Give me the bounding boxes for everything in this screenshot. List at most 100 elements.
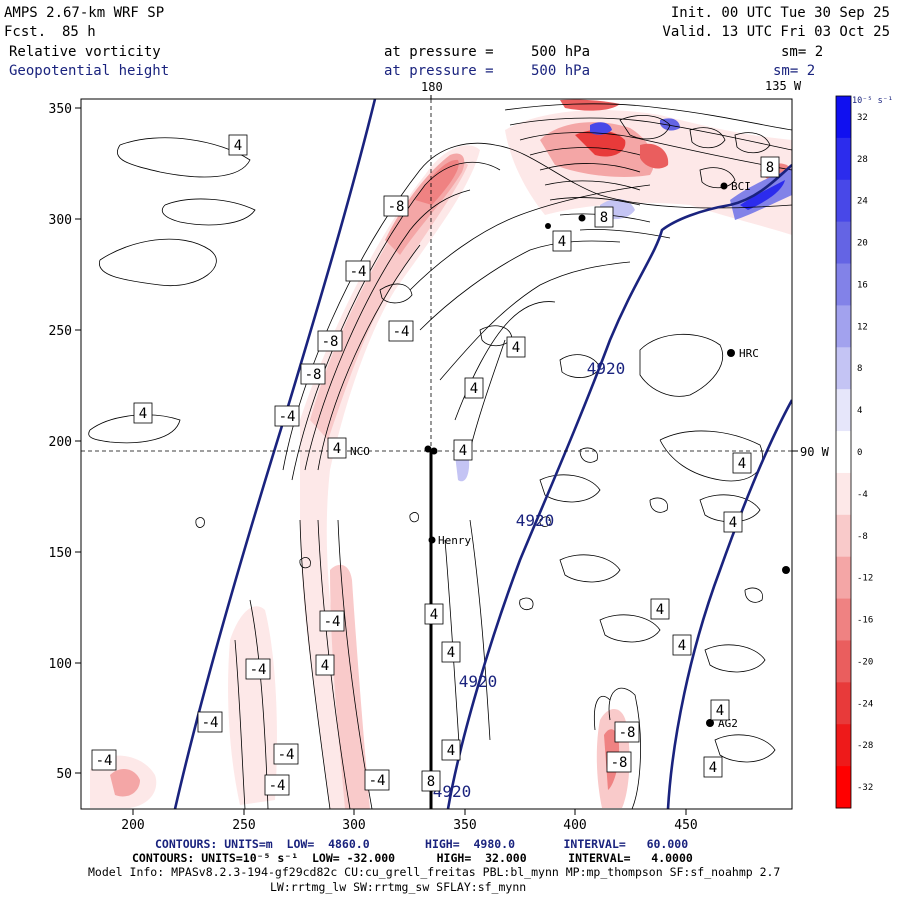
vorticity-contour-label: 4 (430, 607, 438, 623)
vorticity-contour-label: 8 (600, 210, 608, 226)
field1-smoothing: sm= 2 (781, 44, 824, 60)
station-marker (428, 536, 436, 544)
x-tick-label: 200 (121, 818, 144, 833)
colorbar-label: -16 (857, 616, 873, 626)
station-label: Henry (438, 534, 471, 547)
vorticity-contour-label: 8 (766, 160, 774, 176)
colorbar-label: -20 (857, 657, 873, 667)
station-marker (430, 447, 438, 455)
height-contour-label: 4920 (587, 359, 626, 378)
vorticity-contour-label: 4 (447, 645, 455, 661)
vorticity-contour-label: -4 (278, 747, 295, 763)
station-marker (545, 223, 551, 229)
init-time: Init. 00 UTC Tue 30 Sep 25 (670, 5, 890, 21)
vorticity-labels: 4 -8 -4 -8 -4 -8 4 4 4 -4 4 8 4 4 4 4 -4… (91, 134, 780, 796)
vorticity-contour-label: 4 (234, 138, 242, 154)
vorticity-contour-label: 4 (738, 456, 746, 472)
colorbar-segment (836, 640, 851, 683)
y-tick-label: 200 (49, 435, 72, 450)
colorbar-label: -8 (857, 532, 868, 542)
vorticity-contour-label: 4 (656, 602, 664, 618)
station-marker (578, 214, 586, 222)
vorticity-contour-label: -8 (388, 199, 405, 215)
vorticity-contour-label: 4 (470, 381, 478, 397)
x-tick-label: 300 (342, 818, 365, 833)
vorticity-contour-label: 4 (333, 441, 341, 457)
vorticity-contour-label: -4 (350, 264, 367, 280)
vorticity-contour-label: -4 (324, 614, 341, 630)
colorbar: 32 28 24 20 16 12 8 4 0 -4 -8 -12 -16 -20 -24 -28 -32 (835, 95, 873, 809)
colorbar-label: 32 (857, 113, 868, 123)
model-info: Model Info: MPASv8.2.3-194-gf29cd82c CU:… (88, 865, 781, 879)
vorticity-contour-label: 4 (139, 406, 147, 422)
colorbar-label: 4 (857, 406, 862, 416)
colorbar-label: 0 (857, 448, 862, 458)
colorbar-label: 8 (857, 364, 862, 374)
colorbar-label: 20 (857, 239, 868, 249)
vorticity-contour-label: 4 (558, 234, 566, 250)
station-label: HRC (739, 347, 759, 360)
vorticity-contour-label: 4 (709, 760, 717, 776)
forecast-label: Fcst. (4, 24, 47, 40)
negative-vorticity-shading (90, 99, 792, 809)
vorticity-contour-label: -8 (611, 755, 628, 771)
vorticity-contour-label: 4 (656, 602, 664, 618)
colorbar-segment (836, 556, 851, 600)
field2-name: Geopotential height (9, 63, 170, 79)
height-contour-label: 4920 (433, 782, 472, 801)
vorticity-contour-label: 4 (321, 658, 329, 674)
y-tick-label: 150 (49, 546, 72, 561)
station-marker (706, 719, 714, 727)
vorticity-contour-label: 8 (427, 774, 435, 790)
station-marker (424, 445, 432, 453)
vorticity-contour-label: -4 (250, 662, 267, 678)
colorbar-segment (836, 472, 851, 516)
colorbar-segment (836, 305, 851, 348)
station-label: BCI (731, 180, 751, 193)
vorticity-contour-label: -4 (269, 778, 286, 794)
colorbar-segment (836, 766, 851, 809)
vorticity-contour-label: 4 (716, 703, 724, 719)
y-tick-label: 350 (49, 102, 72, 117)
height-contour-info: CONTOURS: UNITS=m LOW= 4860.0 HIGH= 4980… (155, 837, 689, 851)
meridian-135w-label: 135 W (765, 79, 802, 93)
colorbar-segment (836, 514, 851, 558)
colorbar-label: 12 (857, 322, 868, 332)
valid-time: Valid. 13 UTC Fri 03 Oct 25 (662, 24, 890, 40)
colorbar-label: -4 (857, 490, 868, 500)
colorbar-segment (836, 682, 851, 725)
colorbar-segment (836, 431, 851, 474)
map-field (81, 99, 792, 809)
vorticity-contour-label: -8 (305, 367, 322, 383)
colorbar-segment (836, 221, 851, 265)
vorticity-contour-label: -4 (96, 753, 113, 769)
y-tick-label: 300 (49, 213, 72, 228)
y-tick-label: 250 (49, 324, 72, 339)
field1-name: Relative vorticity (9, 44, 161, 60)
vorticity-contour-label: 4 (729, 515, 737, 531)
colorbar-label: 16 (857, 280, 868, 290)
x-tick-label: 400 (563, 818, 586, 833)
colorbar-segment (836, 598, 851, 641)
colorbar-label: -32 (857, 783, 873, 793)
field1-pressure: 500 hPa (531, 44, 591, 60)
vorticity-contour-label: -4 (369, 773, 386, 789)
height-contour-label: 4920 (516, 511, 555, 530)
field1-pressure-label: at pressure = (384, 44, 494, 60)
station-marker (720, 182, 728, 190)
colorbar-frame (835, 95, 852, 809)
colorbar-label: 28 (857, 155, 868, 165)
model-info-physics: LW:rrtmg_lw SW:rrtmg_sw SFLAY:sf_mynn (270, 880, 527, 894)
height-contour-label: 4920 (459, 672, 498, 691)
colorbar-segment (836, 96, 851, 139)
x-tick-label: 250 (232, 818, 255, 833)
x-tick-label: 450 (674, 818, 697, 833)
colorbar-segment (836, 263, 851, 306)
x-tick-label: 350 (453, 818, 476, 833)
field2-smoothing: sm= 2 (773, 63, 816, 79)
vorticity-contour-info: CONTOURS: UNITS=10⁻⁵ s⁻¹ LOW= -32.000 HI… (132, 851, 693, 865)
vorticity-contour-label: -4 (279, 409, 296, 425)
colorbar-label: 24 (857, 197, 868, 207)
field2-pressure-label: at pressure = (384, 63, 494, 79)
